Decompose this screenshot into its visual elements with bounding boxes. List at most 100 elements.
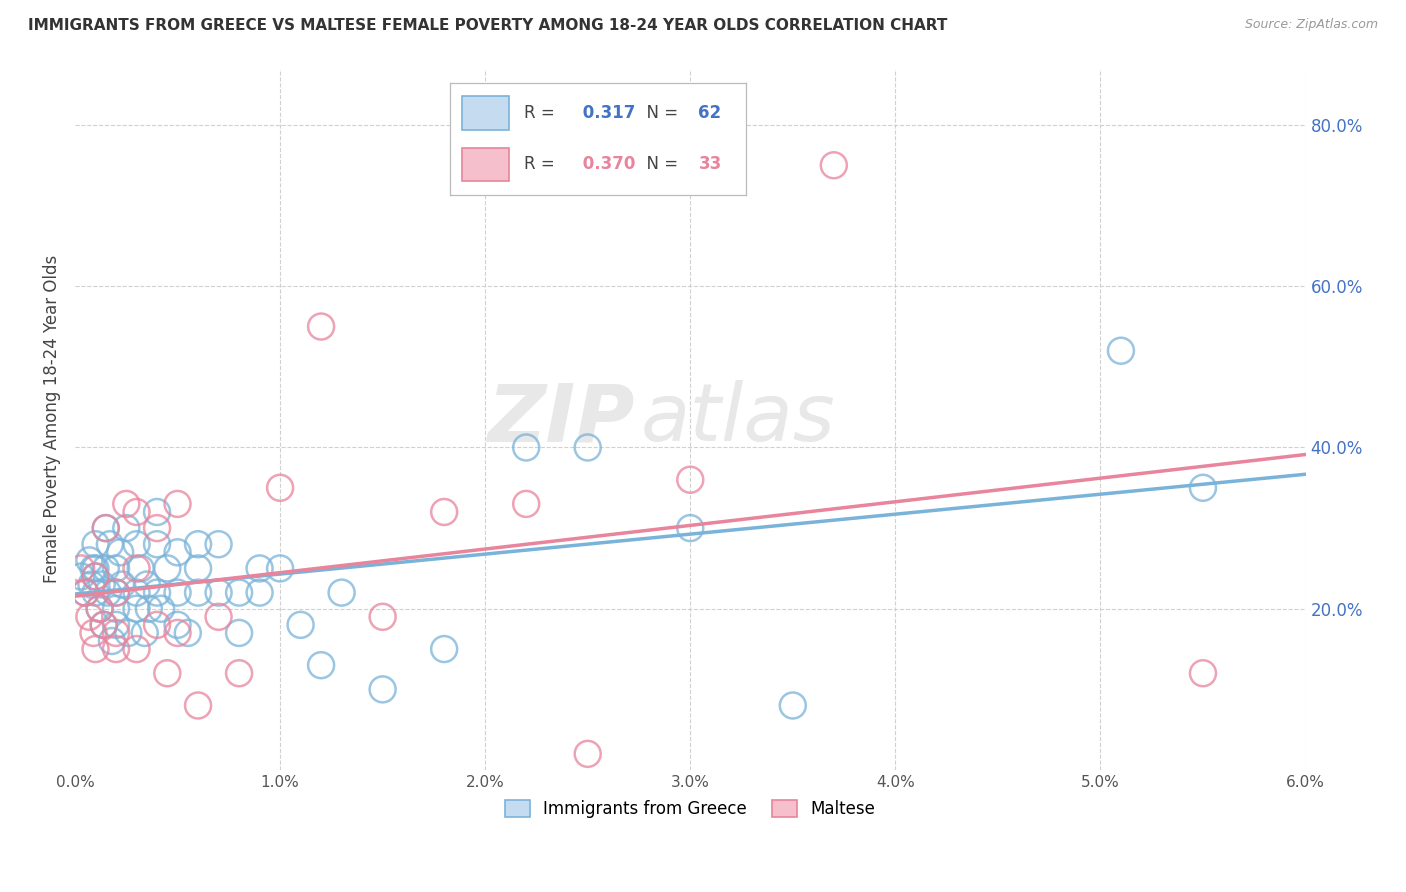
Point xyxy=(269,481,291,495)
Point xyxy=(94,561,117,575)
Point xyxy=(166,626,188,640)
Point xyxy=(93,618,115,632)
Point xyxy=(84,642,107,657)
Point xyxy=(146,537,169,551)
Point xyxy=(111,577,134,591)
Point xyxy=(80,577,103,591)
Point xyxy=(187,698,209,713)
Point xyxy=(207,537,229,551)
Point xyxy=(290,618,312,632)
Point xyxy=(125,505,148,519)
Point xyxy=(515,497,537,511)
Point xyxy=(101,634,124,648)
Point xyxy=(330,585,353,599)
Point xyxy=(70,561,93,575)
Point xyxy=(117,626,139,640)
Point xyxy=(70,569,93,583)
Point xyxy=(105,626,128,640)
Point xyxy=(166,585,188,599)
Point xyxy=(177,626,200,640)
Text: IMMIGRANTS FROM GREECE VS MALTESE FEMALE POVERTY AMONG 18-24 YEAR OLDS CORRELATI: IMMIGRANTS FROM GREECE VS MALTESE FEMALE… xyxy=(28,18,948,33)
Point xyxy=(115,497,138,511)
Point xyxy=(433,642,456,657)
Point xyxy=(309,658,332,673)
Point xyxy=(679,521,702,535)
Point xyxy=(129,561,152,575)
Point xyxy=(108,545,131,559)
Legend: Immigrants from Greece, Maltese: Immigrants from Greece, Maltese xyxy=(499,793,882,825)
Point xyxy=(105,561,128,575)
Point xyxy=(94,521,117,535)
Point xyxy=(228,666,250,681)
Point xyxy=(146,585,169,599)
Point xyxy=(98,537,121,551)
Point xyxy=(207,609,229,624)
Text: ZIP: ZIP xyxy=(488,380,636,458)
Point xyxy=(150,601,173,615)
Point xyxy=(125,585,148,599)
Point xyxy=(576,747,599,761)
Point xyxy=(79,553,101,567)
Point xyxy=(187,561,209,575)
Point xyxy=(125,561,148,575)
Point xyxy=(166,545,188,559)
Text: atlas: atlas xyxy=(641,380,835,458)
Point xyxy=(105,618,128,632)
Point xyxy=(84,537,107,551)
Point xyxy=(89,601,111,615)
Point xyxy=(84,569,107,583)
Point xyxy=(371,682,394,697)
Point xyxy=(146,521,169,535)
Point xyxy=(84,585,107,599)
Point xyxy=(134,626,156,640)
Point xyxy=(90,577,112,591)
Point xyxy=(94,521,117,535)
Point xyxy=(228,626,250,640)
Point xyxy=(228,585,250,599)
Point xyxy=(135,577,157,591)
Point xyxy=(1109,343,1132,358)
Point xyxy=(433,505,456,519)
Point xyxy=(679,473,702,487)
Point xyxy=(269,561,291,575)
Point xyxy=(823,158,845,172)
Point xyxy=(105,642,128,657)
Point xyxy=(93,618,115,632)
Point xyxy=(75,585,97,599)
Point xyxy=(146,505,169,519)
Point xyxy=(125,601,148,615)
Point xyxy=(125,537,148,551)
Point xyxy=(82,626,104,640)
Point xyxy=(97,585,120,599)
Point xyxy=(249,585,271,599)
Point xyxy=(156,561,179,575)
Point xyxy=(166,618,188,632)
Text: Source: ZipAtlas.com: Source: ZipAtlas.com xyxy=(1244,18,1378,31)
Point xyxy=(515,441,537,455)
Point xyxy=(782,698,804,713)
Point xyxy=(1192,481,1215,495)
Point xyxy=(166,497,188,511)
Point xyxy=(125,642,148,657)
Point xyxy=(1192,666,1215,681)
Point xyxy=(146,618,169,632)
Point xyxy=(84,569,107,583)
Point xyxy=(115,521,138,535)
Point xyxy=(105,585,128,599)
Point xyxy=(576,441,599,455)
Point xyxy=(156,666,179,681)
Point xyxy=(371,609,394,624)
Point xyxy=(89,601,111,615)
Point xyxy=(187,585,209,599)
Point xyxy=(105,585,128,599)
Point xyxy=(79,609,101,624)
Point xyxy=(309,319,332,334)
Point xyxy=(138,601,160,615)
Point xyxy=(207,585,229,599)
Point xyxy=(75,585,97,599)
Point xyxy=(82,561,104,575)
Point xyxy=(187,537,209,551)
Point xyxy=(249,561,271,575)
Point xyxy=(84,561,107,575)
Point xyxy=(105,601,128,615)
